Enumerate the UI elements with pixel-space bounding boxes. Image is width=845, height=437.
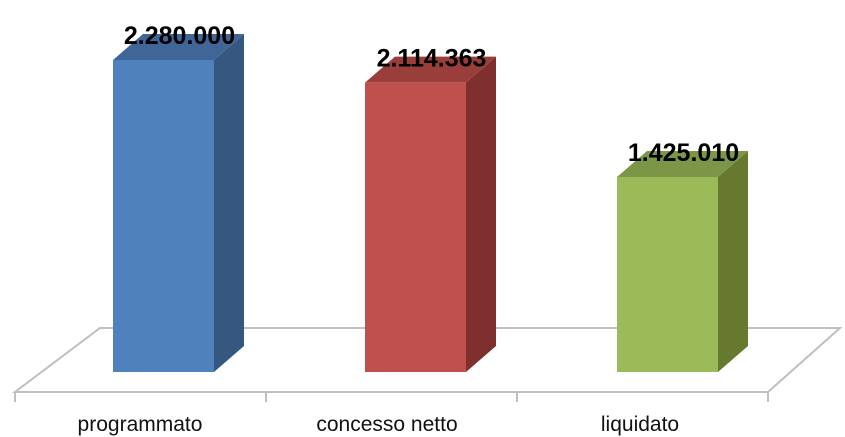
bar-top-3 [617, 150, 748, 177]
category-label-1: programmato [78, 413, 203, 436]
value-label-3: 1.425.010 [628, 139, 739, 167]
bar-1 [113, 60, 214, 372]
bar-3 [617, 176, 718, 372]
bars-group [113, 34, 748, 373]
bar-top-2 [365, 56, 496, 83]
bar-side-1 [214, 34, 244, 372]
category-label-3: liquidato [601, 413, 679, 436]
bar-top-1 [113, 34, 244, 60]
category-label-2: concesso netto [316, 413, 457, 436]
value-label-1: 2.280.000 [124, 22, 235, 50]
bar-side-3 [718, 150, 748, 372]
bar-2 [365, 82, 466, 373]
labels-group: 2.280.000 programmato 2.114.363 concesso ne… [78, 22, 740, 436]
value-label-2: 2.114.363 [377, 45, 487, 73]
bar-side-2 [466, 56, 496, 373]
